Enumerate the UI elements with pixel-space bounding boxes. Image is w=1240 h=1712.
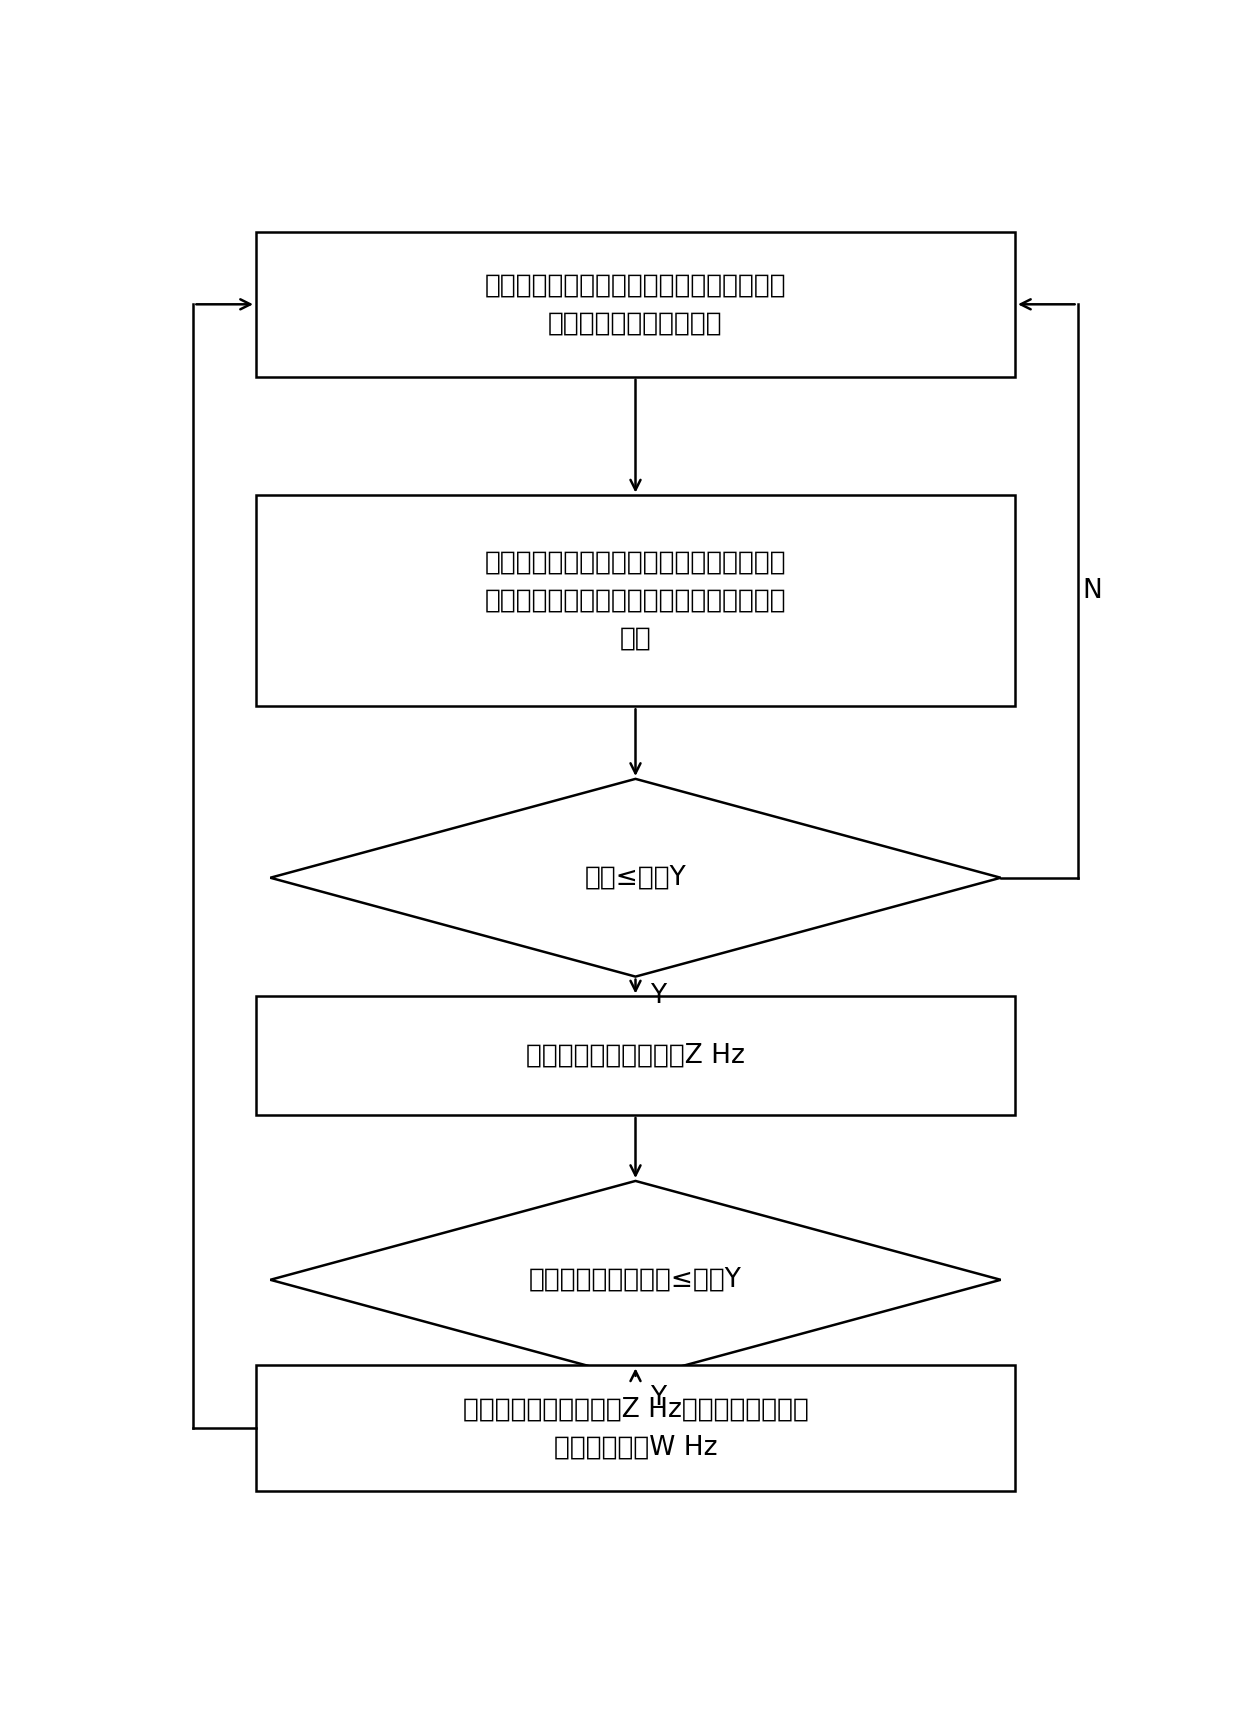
Polygon shape (270, 779, 1001, 976)
Text: 差值≤阈值Y: 差值≤阈值Y (584, 865, 687, 890)
FancyBboxPatch shape (255, 1366, 1016, 1491)
FancyBboxPatch shape (255, 231, 1016, 377)
Text: Y: Y (650, 983, 666, 1008)
Text: Y: Y (650, 1385, 666, 1411)
FancyBboxPatch shape (255, 495, 1016, 707)
Text: N: N (1083, 579, 1102, 604)
Text: 再次获取差值，差值≤阈值Y: 再次获取差值，差值≤阈值Y (529, 1267, 742, 1293)
Text: 获取变频空调产生的总噪声值、以及该总噪
声值对应的噪声频率曲线: 获取变频空调产生的总噪声值、以及该总噪 声值对应的噪声频率曲线 (485, 272, 786, 336)
Polygon shape (270, 1181, 1001, 1378)
Text: 压缩机的运行频率提高Z Hz，其中一个风扇的
运行频率降低W Hz: 压缩机的运行频率提高Z Hz，其中一个风扇的 运行频率降低W Hz (463, 1395, 808, 1460)
Text: 对噪声频率曲线进行分析，确定时域变换谱
中平均声压级与预设频率范围内峰值之间的
差值: 对噪声频率曲线进行分析，确定时域变换谱 中平均声压级与预设频率范围内峰值之间的 … (485, 550, 786, 652)
FancyBboxPatch shape (255, 996, 1016, 1115)
Text: 压缩机的运行频率降低Z Hz: 压缩机的运行频率降低Z Hz (526, 1043, 745, 1068)
